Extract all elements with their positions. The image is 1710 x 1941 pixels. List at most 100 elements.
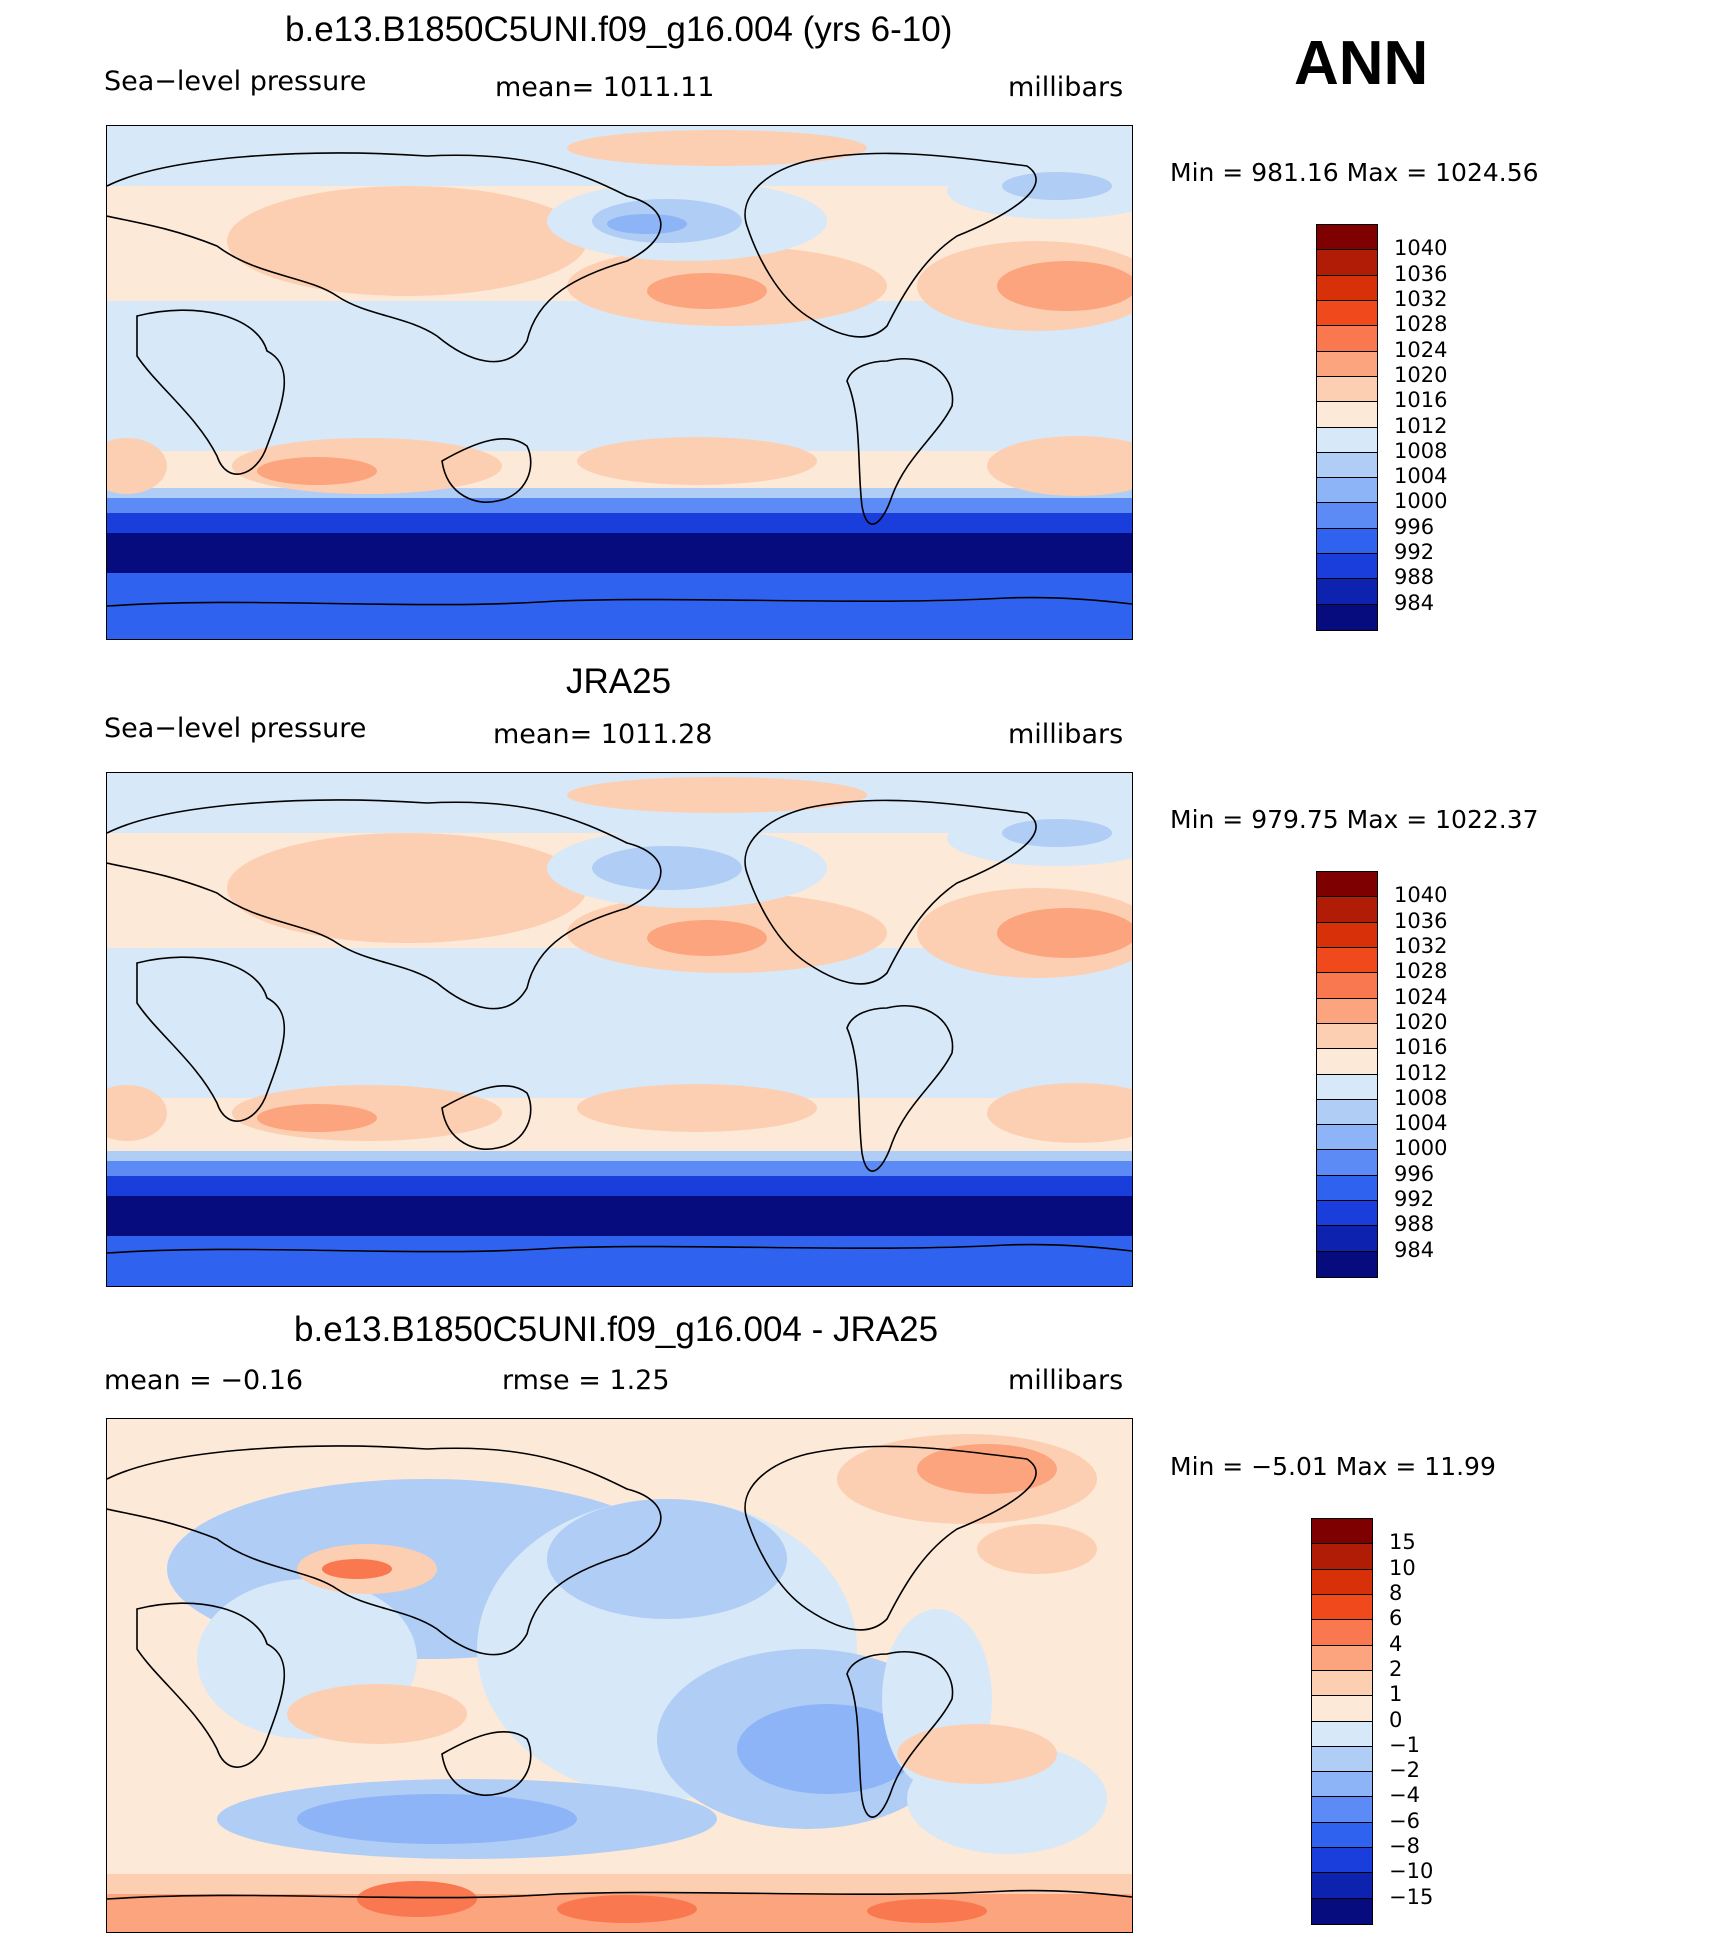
colorbar-tick-label: 1032 [1394,933,1448,958]
colorbar-tick-label: 6 [1389,1606,1403,1631]
colorbar-swatch [1317,225,1377,251]
colorbar-tick-label: 10 [1389,1555,1416,1580]
colorbar-swatch [1317,250,1377,276]
colorbar-swatch [1317,427,1377,453]
colorbar-tick-label: 15 [1389,1530,1416,1555]
colorbar-tick-label: 1028 [1394,312,1448,337]
colorbar-tick-label: −10 [1389,1859,1434,1884]
colorbar-swatch [1312,1569,1372,1595]
colorbar-tick-label: −2 [1389,1758,1420,1783]
panel-3-map [106,1418,1133,1933]
colorbar-swatch [1312,1873,1372,1899]
colorbar-tick-label: −1 [1389,1732,1420,1757]
colorbar-tick-label: 0 [1389,1707,1403,1732]
panel-1-map [106,125,1133,640]
panel-2-units: millibars [1008,719,1124,750]
colorbar-swatch [1317,528,1377,555]
colorbar-tick-label: 988 [1394,565,1435,590]
colorbar-swatch [1317,503,1377,529]
panel-2-variable-label: Sea−level pressure [104,713,367,744]
colorbar-swatch [1317,1226,1377,1252]
colorbar-tick-label: 1016 [1394,1035,1448,1060]
panel-3-minmax: Min = −5.01 Max = 11.99 [1170,1452,1496,1481]
colorbar-tick-label: 4 [1389,1631,1403,1656]
colorbar-swatch [1312,1620,1372,1646]
colorbar-swatch [1317,579,1377,605]
colorbar-tick-label: 992 [1394,540,1435,565]
colorbar-swatch [1317,1049,1377,1075]
panel-3-rmse-label: rmse = 1.25 [502,1365,670,1396]
colorbar-tick-label: 1012 [1394,413,1448,438]
colorbar-swatch [1317,478,1377,504]
panel-1-colorbar [1316,224,1378,631]
colorbar-swatch [1312,1696,1372,1722]
colorbar-tick-label: −4 [1389,1783,1420,1808]
colorbar-tick-label: 1020 [1394,1009,1448,1034]
colorbar-swatch [1312,1746,1372,1773]
colorbar-swatch [1317,452,1377,479]
colorbar-tick-label: 1020 [1394,362,1448,387]
colorbar-tick-label: 1004 [1394,464,1448,489]
panel-3-colorbar [1311,1518,1373,1925]
colorbar-swatch [1317,1125,1377,1151]
panel-3-units: millibars [1008,1365,1124,1396]
colorbar-swatch [1317,998,1377,1024]
panel-1-minmax: Min = 981.16 Max = 1024.56 [1170,158,1539,187]
colorbar-tick-label: 1016 [1394,388,1448,413]
panel-2-title: JRA25 [566,662,672,701]
colorbar-swatch [1317,1251,1377,1277]
panel-2-mean-label: mean= 1011.28 [493,719,713,750]
colorbar-swatch [1312,1772,1372,1798]
colorbar-tick-label: 1024 [1394,337,1448,362]
colorbar-swatch [1317,1175,1377,1202]
colorbar-swatch [1312,1848,1372,1874]
panel-2-minmax: Min = 979.75 Max = 1022.37 [1170,805,1539,834]
colorbar-swatch [1312,1898,1372,1924]
colorbar-tick-label: 1004 [1394,1111,1448,1136]
panel-2-colorbar [1316,871,1378,1278]
colorbar-swatch [1317,604,1377,630]
colorbar-tick-label: 1028 [1394,959,1448,984]
colorbar-swatch [1317,351,1377,377]
colorbar-tick-label: 1024 [1394,984,1448,1009]
colorbar-swatch [1317,922,1377,948]
colorbar-tick-label: 1036 [1394,908,1448,933]
colorbar-swatch [1317,554,1377,580]
colorbar-swatch [1317,872,1377,898]
panel-2-map [106,772,1133,1287]
colorbar-swatch [1317,275,1377,301]
colorbar-swatch [1317,1074,1377,1100]
colorbar-tick-label: 984 [1394,590,1435,615]
colorbar-swatch [1317,402,1377,428]
colorbar-tick-label: 996 [1394,1161,1435,1186]
panel-1-title: b.e13.B1850C5UNI.f09_g16.004 (yrs 6-10) [285,10,953,49]
colorbar-tick-label: 1008 [1394,1085,1448,1110]
colorbar-tick-label: 996 [1394,514,1435,539]
colorbar-swatch [1317,1099,1377,1126]
colorbar-tick-label: 1032 [1394,286,1448,311]
panel-1-units: millibars [1008,72,1124,103]
colorbar-tick-label: 2 [1389,1656,1403,1681]
colorbar-swatch [1317,326,1377,352]
colorbar-tick-label: 1040 [1394,236,1448,261]
colorbar-swatch [1312,1519,1372,1545]
colorbar-swatch [1312,1594,1372,1621]
panel-1-mean-label: mean= 1011.11 [495,72,715,103]
colorbar-tick-label: 988 [1394,1212,1435,1237]
colorbar-tick-label: 1036 [1394,261,1448,286]
colorbar-swatch [1317,973,1377,999]
panel-1-variable-label: Sea−level pressure [104,66,367,97]
colorbar-tick-label: −8 [1389,1834,1420,1859]
colorbar-swatch [1317,1201,1377,1227]
colorbar-swatch [1317,300,1377,327]
panel-3-title: b.e13.B1850C5UNI.f09_g16.004 - JRA25 [294,1310,939,1349]
colorbar-tick-label: −15 [1389,1884,1434,1909]
colorbar-tick-label: 1008 [1394,438,1448,463]
colorbar-swatch [1312,1721,1372,1747]
colorbar-tick-label: 1012 [1394,1060,1448,1085]
colorbar-tick-label: 1 [1389,1682,1403,1707]
colorbar-swatch [1312,1645,1372,1671]
colorbar-swatch [1317,376,1377,403]
colorbar-tick-label: 1000 [1394,489,1448,514]
colorbar-swatch [1312,1797,1372,1823]
